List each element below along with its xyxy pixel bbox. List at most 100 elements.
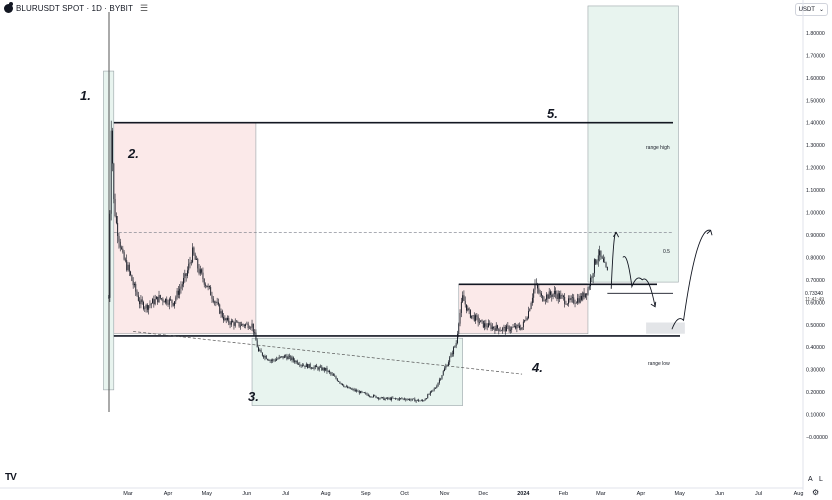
candle-body (295, 360, 297, 363)
candle-body (570, 297, 572, 300)
candle-body (551, 294, 553, 297)
candle-body (428, 394, 430, 396)
candle-body (167, 303, 169, 305)
candle-body (185, 273, 187, 276)
price-tick-label: −0.00000 (806, 435, 828, 441)
candle-body (469, 310, 471, 318)
candle-body (299, 364, 301, 366)
candle-body (149, 304, 151, 306)
candles-layer (108, 120, 608, 403)
candle-body (512, 326, 514, 328)
time-tick-label: Dec (478, 491, 488, 497)
time-tick-label: Mar (123, 491, 133, 497)
price-tick-label: 0.80000 (806, 255, 825, 261)
candle-body (542, 295, 544, 301)
candle-body (325, 367, 327, 371)
candle-body (127, 264, 129, 271)
candle-body (131, 275, 133, 281)
candle-body (114, 199, 116, 217)
candle-body (449, 357, 451, 363)
candle-body (124, 259, 126, 261)
candle-body (282, 356, 284, 359)
candle-body (270, 360, 272, 361)
candle-body (540, 293, 542, 296)
candle-body (344, 386, 346, 388)
candle-body (247, 323, 249, 329)
candle-body (582, 292, 584, 300)
candle-body (489, 323, 491, 325)
candle-body (291, 357, 293, 361)
log-scale-button[interactable]: L (819, 476, 823, 483)
candle-body (420, 400, 422, 401)
candle-body (109, 213, 111, 298)
candle-body (215, 301, 217, 304)
candle-body (491, 326, 493, 330)
candle-body (212, 298, 214, 302)
candle-body (192, 247, 194, 263)
candle-body (272, 359, 274, 361)
candle-body (343, 385, 345, 387)
candle-body (578, 298, 580, 303)
candle-body (211, 295, 213, 299)
time-tick-label: Aug (321, 491, 331, 497)
candle-body (413, 398, 414, 400)
candle-body (233, 322, 235, 326)
candle-body (577, 298, 579, 303)
label-3: 3. (248, 389, 259, 404)
candle-body (205, 284, 206, 286)
projection-arrowhead-2 (650, 301, 657, 308)
candle-body (196, 258, 197, 260)
candle-body (143, 302, 144, 309)
candle-body (442, 371, 444, 376)
candle-body (537, 284, 539, 289)
candle-body (571, 297, 573, 299)
label-2: 2. (127, 146, 139, 161)
candle-body (345, 386, 347, 388)
candle-body (309, 364, 311, 368)
candle-body (136, 291, 138, 296)
candle-body (201, 269, 203, 273)
candle-body (326, 367, 328, 372)
candle-body (230, 320, 232, 325)
candle-body (407, 398, 409, 400)
gear-icon[interactable]: ⚙ (812, 488, 820, 497)
candle-body (154, 299, 156, 305)
candle-body (481, 320, 483, 321)
candle-body (569, 298, 571, 300)
candle-body (179, 288, 181, 295)
candle-body (573, 297, 575, 304)
hamburger-icon[interactable]: ☰ (140, 2, 149, 13)
candle-body (488, 323, 489, 328)
price-tick-label: 0.90000 (806, 233, 825, 239)
candle-body (265, 356, 267, 360)
tradingview-logo[interactable]: TV (5, 472, 17, 483)
candle-body (261, 352, 263, 356)
candle-body (464, 300, 466, 305)
candle-body (121, 247, 122, 249)
candle-body (287, 356, 289, 360)
time-tick-label: Jul (755, 491, 762, 497)
candle-body (547, 294, 549, 299)
candle-body (450, 353, 452, 358)
candle-body (515, 326, 517, 329)
candle-body (374, 395, 376, 396)
candle-body (581, 296, 582, 300)
candle-body (499, 330, 501, 332)
candle-body (342, 383, 343, 386)
candle-body (251, 323, 253, 328)
candle-body (528, 311, 529, 318)
candle-body (243, 325, 245, 327)
symbol-title[interactable]: BLURUSDT SPOT · 1D · BYBIT (16, 3, 133, 13)
auto-scale-button[interactable]: A (808, 476, 813, 483)
candle-body (172, 303, 174, 306)
candle-body (478, 322, 480, 323)
candle-body (414, 398, 416, 402)
candle-body (369, 396, 371, 397)
price-tick-label: 1.30000 (806, 143, 825, 149)
time-tick-label: Nov (440, 491, 450, 497)
candle-body (416, 399, 418, 401)
candle-body (446, 365, 448, 367)
candle-body (375, 395, 377, 398)
candle-body (281, 356, 283, 357)
